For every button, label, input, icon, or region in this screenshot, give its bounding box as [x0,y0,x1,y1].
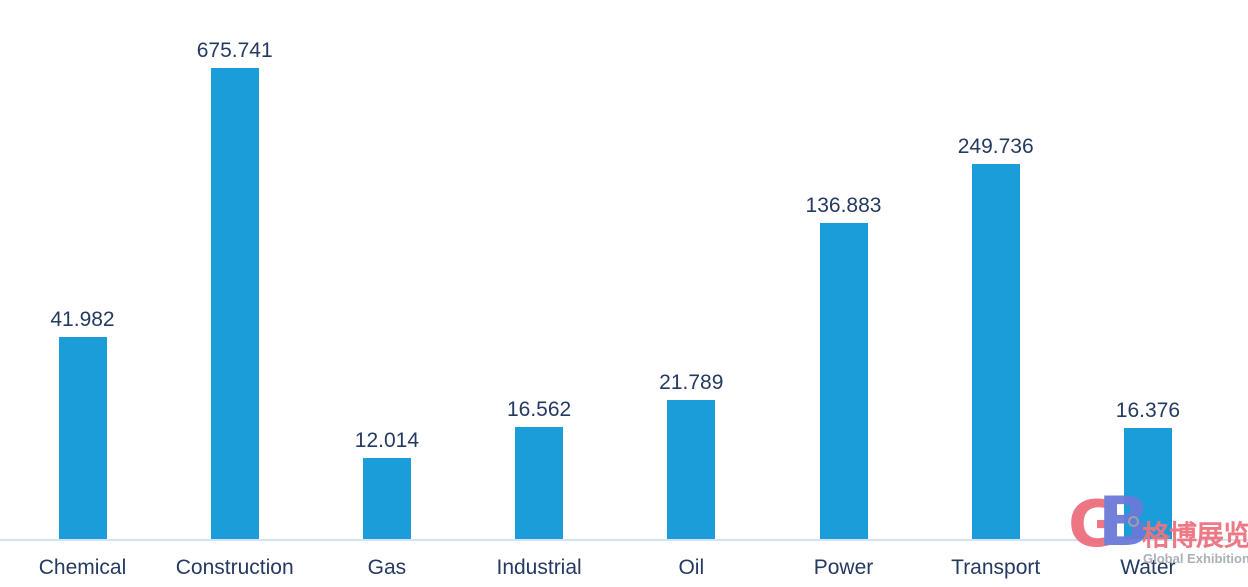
bar [58,337,107,541]
bar-group: 136.883 Power [768,0,920,587]
logo-letter-g: G [1068,488,1121,562]
bar-value-label: 21.789 [659,371,724,394]
bar-group: 41.982 Chemical [7,0,159,587]
bar-value-label: 16.376 [1115,399,1180,422]
bar-value-label: 16.562 [506,398,572,421]
bar [515,427,564,541]
bar-value-label: 249.736 [957,135,1034,158]
bar [971,164,1020,541]
logo-letter-b: B [1098,483,1150,562]
category-axis-label: Power [813,556,874,579]
category-axis-label: Transport [951,556,1041,579]
logo-cn-text: 格博展览 [1142,519,1248,552]
category-axis-label: Water [1120,556,1176,579]
logo-ring-icon [1128,516,1139,527]
bar-group: 249.736 Transport [920,0,1072,587]
bar-value-label: 675.741 [196,39,273,62]
bar [362,458,411,541]
bar [819,223,868,541]
bar-group: 21.789 Oil [615,0,767,587]
logo-en-text: Global Exhibition [1143,551,1248,566]
category-axis-label: Oil [678,556,705,579]
gb-logo-watermark: G B 格博展览 Global Exhibition [1062,489,1248,587]
bar-group: 675.741 Construction [159,0,311,587]
category-axis-label: Chemical [38,556,127,579]
bar-value-label: 41.982 [50,308,115,331]
bar-value-label: 12.014 [354,429,419,452]
bar-value-label: 136.883 [805,194,882,217]
category-axis-label: Construction [175,556,294,579]
bar-group: 12.014 Gas [311,0,463,587]
bar [667,400,716,541]
bar-group: 16.562 Industrial [463,0,615,587]
bar [210,68,259,541]
category-axis-label: Industrial [496,556,582,579]
x-axis-line [0,539,1248,541]
category-axis-label: Gas [367,556,407,579]
